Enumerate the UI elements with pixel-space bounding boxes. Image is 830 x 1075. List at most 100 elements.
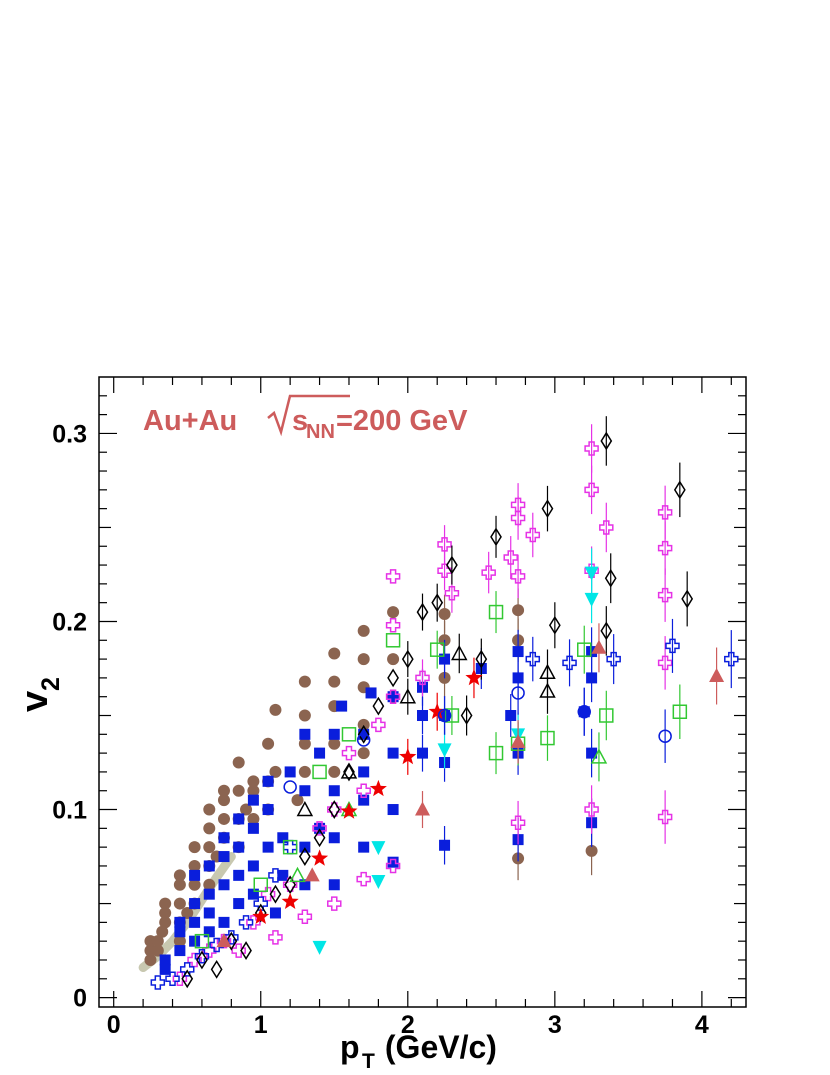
data-point <box>232 784 245 797</box>
data-point <box>289 866 306 883</box>
data-point <box>525 527 541 543</box>
data-point <box>262 775 274 787</box>
data-point <box>525 651 541 667</box>
data-point <box>439 839 451 851</box>
data-point <box>269 907 281 919</box>
data-point <box>577 642 592 657</box>
data-point <box>415 801 430 816</box>
data-point <box>439 653 451 665</box>
data-point <box>238 915 254 930</box>
data-point <box>247 822 259 834</box>
data-point <box>356 783 371 798</box>
data-point <box>446 555 458 575</box>
data-point <box>188 878 201 891</box>
data-point <box>657 587 673 603</box>
data-point <box>262 804 274 816</box>
data-point <box>586 646 598 658</box>
data-point <box>233 869 245 881</box>
data-point <box>541 499 554 519</box>
data-point <box>165 971 180 987</box>
data-point <box>460 706 473 725</box>
data-point <box>188 841 201 854</box>
data-point <box>217 784 230 797</box>
data-point <box>328 737 341 750</box>
data-point <box>203 841 216 854</box>
data-point <box>387 691 399 703</box>
radical-sign-icon <box>267 394 350 437</box>
data-point <box>357 724 370 744</box>
data-point <box>475 649 488 669</box>
data-point <box>438 607 451 620</box>
data-point <box>291 794 304 807</box>
data-point <box>657 540 673 556</box>
data-point <box>488 745 504 761</box>
data-point <box>277 869 289 881</box>
data-point <box>281 892 299 909</box>
data-point <box>328 832 340 844</box>
data-point <box>298 765 311 778</box>
data-point <box>173 869 186 882</box>
data-point <box>600 621 613 641</box>
data-point <box>218 851 230 863</box>
data-point <box>262 737 275 750</box>
data-point <box>172 971 188 987</box>
annotation-prefix: Au+Au <box>143 405 237 437</box>
data-point <box>399 688 417 704</box>
data-point <box>341 745 357 761</box>
data-point <box>262 841 274 853</box>
data-point <box>210 959 223 979</box>
annotation-label: Au+Au <box>143 405 237 437</box>
svg-text:v: v <box>14 691 56 712</box>
y-axis-title: v 2 <box>14 677 65 712</box>
data-point <box>340 763 358 779</box>
data-point <box>181 906 194 919</box>
data-point <box>247 812 260 825</box>
data-point <box>401 649 414 669</box>
data-point <box>385 617 401 633</box>
data-point <box>505 710 517 722</box>
data-point <box>328 785 340 797</box>
svg-text:p: p <box>340 1029 360 1065</box>
data-point <box>512 646 524 658</box>
data-point <box>371 875 386 889</box>
data-point <box>387 606 400 619</box>
data-point <box>417 710 428 722</box>
data-point <box>174 926 186 938</box>
data-point <box>203 888 215 900</box>
data-point <box>385 569 401 584</box>
data-point <box>548 615 561 635</box>
data-point <box>187 952 202 968</box>
data-point <box>304 867 320 882</box>
data-point <box>387 804 399 816</box>
data-point <box>203 860 215 872</box>
data-point <box>174 945 186 957</box>
data-point <box>372 696 385 716</box>
data-point <box>437 743 452 758</box>
data-point <box>203 926 215 938</box>
data-point <box>296 800 314 817</box>
data-point <box>327 802 342 817</box>
data-point <box>173 935 186 948</box>
data-point <box>369 779 387 797</box>
data-point <box>540 730 555 746</box>
data-point <box>269 703 282 716</box>
data-point <box>510 815 526 830</box>
data-point <box>584 566 599 581</box>
data-point <box>282 877 298 893</box>
data-point <box>328 800 341 819</box>
data-point <box>299 785 311 797</box>
data-point <box>371 841 386 856</box>
data-point <box>465 668 483 686</box>
data-point <box>299 728 311 740</box>
data-point <box>510 569 526 584</box>
data-point <box>387 668 399 688</box>
data-point <box>298 737 311 750</box>
data-point <box>246 915 261 930</box>
data-point <box>173 897 186 910</box>
data-point <box>444 586 460 601</box>
data-point <box>431 593 444 613</box>
data-point <box>189 916 201 928</box>
data-point <box>437 563 452 578</box>
svg-text:T: T <box>362 1050 375 1073</box>
